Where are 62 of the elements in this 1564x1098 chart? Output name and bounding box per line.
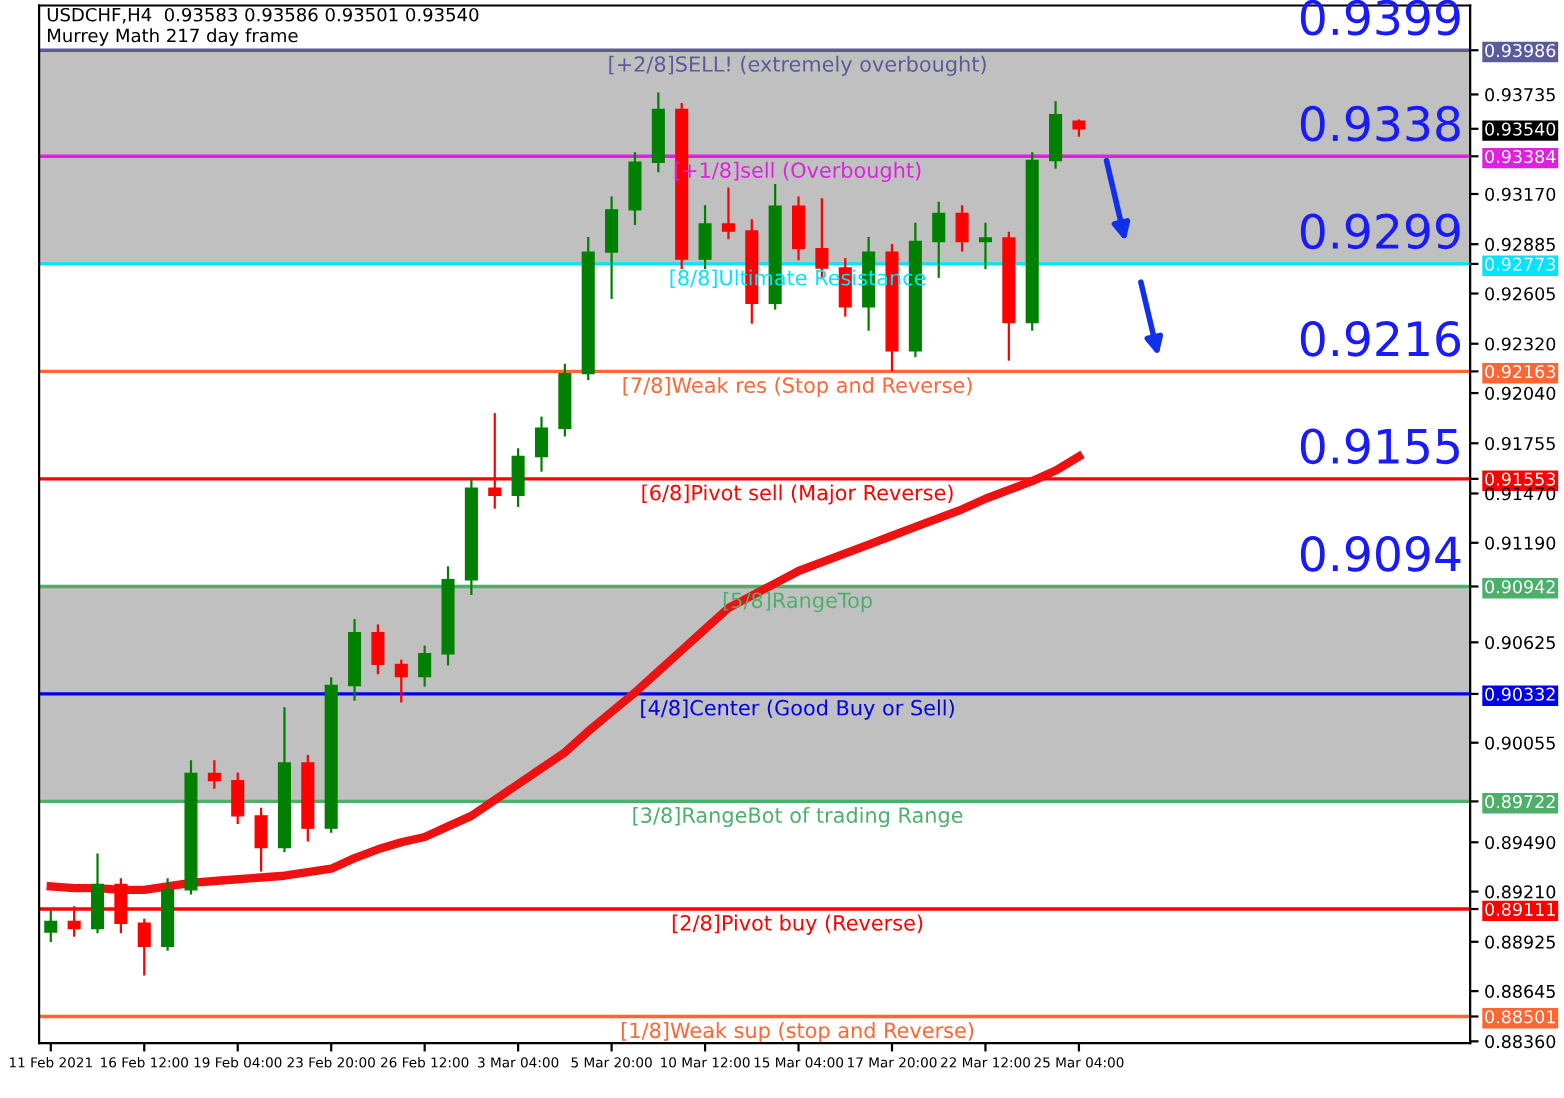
y-tick-label: 0.88501 <box>1485 1010 1555 1024</box>
y-tick-label: 0.93986 <box>1485 43 1556 58</box>
y-tick-label: 0.92040 <box>1485 386 1556 400</box>
y-tick-label: 0.90055 <box>1485 736 1555 750</box>
text: Murrey Math 217 day frame <box>48 28 298 46</box>
candlestick <box>511 448 525 507</box>
y-tick-label: 0.89722 <box>1485 795 1555 809</box>
candlestick <box>44 909 58 943</box>
annotation: 0.9338 <box>1300 105 1460 142</box>
y-tick-label: 0.92773 <box>1485 257 1556 271</box>
candlestick <box>698 205 712 270</box>
y-tick-label: 0.91553 <box>1485 472 1556 486</box>
y-tick-label: 0.88360 <box>1485 1035 1556 1049</box>
candlestick <box>231 772 245 824</box>
candlestick <box>628 152 642 226</box>
candlestick <box>1049 101 1063 169</box>
y-tick-label: 0.91190 <box>1485 536 1556 550</box>
candlestick <box>371 624 385 675</box>
annotation: 0.9094 <box>1300 536 1461 572</box>
y-tick-label: 0.92605 <box>1485 287 1555 301</box>
y-tick-label: 0.92163 <box>1485 365 1556 379</box>
candlestick <box>605 196 619 300</box>
ref-line-label: [7/8]Weak res (Stop and Reverse) <box>623 376 972 398</box>
y-tick-label: 0.92320 <box>1485 337 1556 351</box>
y-tick-label: 0.90332 <box>1485 687 1555 701</box>
y-tick-label: 0.93384 <box>1485 149 1556 164</box>
ref-line-label: [+2/8]SELL! (extremely overbought) <box>609 55 986 76</box>
candlestick <box>394 659 408 703</box>
candlestick <box>418 645 432 687</box>
y-tick-label: 0.93170 <box>1485 187 1556 201</box>
candlestick <box>978 222 993 270</box>
y-tick-label: 0.89490 <box>1485 835 1556 850</box>
y-tick-label: 0.88925 <box>1485 935 1555 949</box>
annotation: 0.9299 <box>1300 213 1460 250</box>
ref-line-label: [1/8]Weak sup (stop and Reverse) <box>621 1022 974 1043</box>
y-tick-label: 0.93735 <box>1485 88 1555 102</box>
candlestick <box>721 187 735 240</box>
ref-line-label: [4/8]Center (Good Buy or Sell) <box>641 699 954 720</box>
y-tick-label: 0.91470 <box>1485 487 1556 501</box>
y-tick-label: 0.90625 <box>1485 635 1555 650</box>
y-tick-label: 0.93540 <box>1485 122 1556 136</box>
candlestick <box>90 853 105 934</box>
candlestick <box>932 201 946 278</box>
annotation: 0.9155 <box>1300 428 1459 465</box>
ref-line-label: [2/8]Pivot buy (Reverse) <box>672 914 923 935</box>
ref-line-label: [6/8]Pivot sell (Major Reverse) <box>642 484 953 505</box>
annotation: 0.9216 <box>1300 320 1461 357</box>
candlestick <box>534 416 549 472</box>
ref-line-label: [3/8]RangeBot of trading Range <box>633 806 963 828</box>
y-tick-label: 0.90942 <box>1485 580 1555 594</box>
annotation: 0.9399 <box>1300 0 1460 36</box>
candlestick <box>791 196 806 261</box>
candlestick <box>137 918 151 976</box>
candlestick <box>207 760 221 789</box>
candlestick <box>254 807 268 872</box>
y-tick-label: 0.89111 <box>1485 902 1555 916</box>
y-tick-label: 0.88645 <box>1485 984 1555 999</box>
y-tick-label: 0.92885 <box>1485 237 1555 252</box>
candlestick <box>955 205 969 252</box>
y-tick-label: 0.89210 <box>1485 885 1556 899</box>
chart-title: USDCHF,H4 0.93583 0.93586 0.93501 0.93540 <box>47 7 479 24</box>
y-tick-label: 0.91755 <box>1485 436 1555 451</box>
